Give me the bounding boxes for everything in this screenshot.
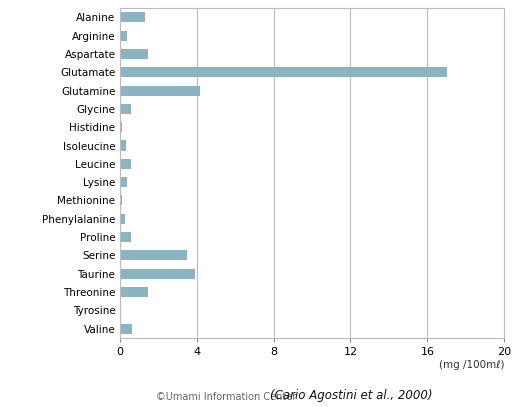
Text: ©Umami Information Center: ©Umami Information Center	[156, 392, 296, 402]
Bar	[120, 214, 125, 224]
Bar	[120, 31, 127, 41]
Bar	[120, 250, 187, 260]
Bar	[120, 12, 145, 22]
Bar	[120, 140, 126, 151]
Text: (mg /100mℓ): (mg /100mℓ)	[439, 360, 504, 370]
Bar	[120, 195, 122, 206]
Bar	[120, 269, 194, 279]
Bar	[120, 85, 200, 96]
Text: (Cario Agostini et al., 2000): (Cario Agostini et al., 2000)	[270, 389, 433, 402]
Bar	[120, 49, 149, 59]
Bar	[120, 67, 447, 77]
Bar	[120, 305, 121, 315]
Bar	[120, 287, 149, 297]
Bar	[120, 232, 131, 242]
Bar	[120, 324, 132, 334]
Bar	[120, 159, 131, 169]
Bar	[120, 177, 127, 187]
Bar	[120, 104, 131, 114]
Bar	[120, 122, 122, 132]
